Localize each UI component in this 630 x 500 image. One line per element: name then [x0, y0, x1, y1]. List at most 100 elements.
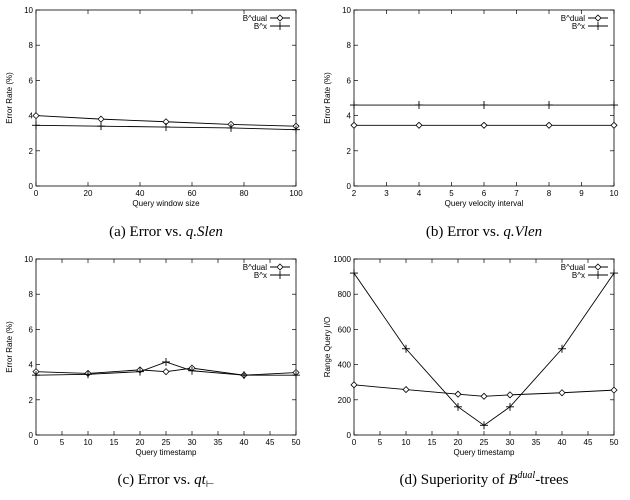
- data-point-bx: [610, 101, 618, 110]
- x-tick-label: 35: [214, 438, 223, 447]
- x-axis-label: Query window size: [132, 199, 200, 208]
- plot-frame: [35, 9, 297, 187]
- panel-a: 0 20 40 60 80 100 0 2 4 6 8 10 Query window size Erro…: [5, 6, 303, 240]
- legend-label: B^x: [254, 271, 267, 280]
- x-tick-label: 3: [384, 189, 389, 198]
- x-tick-label: 0: [352, 438, 357, 447]
- data-point-bx: [32, 121, 40, 130]
- data-point-bx: [610, 269, 618, 278]
- caption-subscript: ⊢: [206, 479, 215, 490]
- x-tick-label: 100: [289, 189, 303, 198]
- x-tick-label: 45: [584, 438, 593, 447]
- x-tick-label: 40: [558, 438, 567, 447]
- y-axis-label: Range Query I/O: [323, 317, 332, 377]
- y-tick-label: 10: [24, 255, 33, 264]
- legend-marker: [594, 22, 602, 30]
- x-tick-label: 10: [84, 438, 93, 447]
- data-point-bx: [84, 370, 92, 379]
- y-tick-label: 200: [338, 396, 352, 405]
- data-point-bx: [188, 366, 196, 375]
- y-tick-label: 0: [29, 431, 34, 440]
- y-tick-label: 0: [347, 182, 352, 191]
- y-tick-label: 4: [347, 112, 352, 121]
- data-point-bx: [350, 269, 358, 278]
- y-tick-label: 0: [29, 182, 34, 191]
- data-point-bx: [350, 101, 358, 110]
- x-tick-label: 25: [480, 438, 489, 447]
- y-tick-label: 6: [29, 325, 34, 334]
- legend-label: B^dual: [561, 263, 585, 272]
- y-tick-label: 10: [24, 6, 33, 15]
- data-point-bdual: [506, 391, 514, 399]
- caption-math: q.Vlen: [503, 224, 542, 240]
- x-tick-label: 50: [610, 438, 619, 447]
- data-point-bdual: [480, 121, 488, 129]
- data-point-bx: [136, 367, 144, 376]
- data-point-bx: [480, 101, 488, 110]
- panel-caption: (a) Error vs. q.Slen: [109, 224, 223, 240]
- data-point-bx: [240, 371, 248, 380]
- y-tick-label: 10: [342, 6, 351, 15]
- caption-plain: (d) Superiority of: [400, 472, 509, 488]
- caption-superscript: dual: [517, 470, 535, 481]
- x-tick-label: 6: [482, 189, 487, 198]
- caption-math: q.Slen: [186, 224, 223, 240]
- y-tick-label: 2: [347, 147, 352, 156]
- legend-marker: [276, 14, 284, 22]
- x-tick-label: 45: [266, 438, 275, 447]
- y-tick-label: 0: [347, 431, 352, 440]
- caption-math: B: [508, 472, 517, 488]
- legend-label: B^x: [572, 22, 585, 31]
- x-tick-label: 30: [188, 438, 197, 447]
- plot-frame: [353, 258, 615, 436]
- legend-label: B^dual: [243, 263, 267, 272]
- y-tick-label: 2: [29, 396, 34, 405]
- x-axis-label: Query timestamp: [136, 448, 197, 457]
- data-point-bdual: [350, 121, 358, 129]
- y-tick-label: 400: [338, 361, 352, 370]
- x-tick-label: 8: [547, 189, 552, 198]
- data-point-bx: [227, 123, 235, 132]
- plot-frame: [35, 258, 297, 436]
- legend-label: B^x: [572, 271, 585, 280]
- data-point-bdual: [162, 368, 170, 376]
- x-tick-label: 5: [449, 189, 454, 198]
- y-tick-label: 8: [29, 41, 34, 50]
- data-point-bx: [480, 421, 488, 430]
- series-line-bx: [353, 272, 615, 426]
- caption-plain: (b) Error vs.: [426, 224, 503, 240]
- panel-c: 0 5 10 15 20 25 30 35 40 45 50 0 2 4 6 8 10 Query timesta…: [5, 255, 301, 490]
- data-point-bdual: [610, 386, 618, 394]
- panel-caption: (c) Error vs. qt⊢: [117, 472, 214, 490]
- data-point-bdual: [545, 121, 553, 129]
- x-tick-label: 7: [514, 189, 519, 198]
- x-tick-label: 10: [402, 438, 411, 447]
- x-tick-label: 25: [162, 438, 171, 447]
- data-point-bdual: [97, 115, 105, 123]
- data-point-bx: [32, 371, 40, 380]
- y-tick-label: 4: [29, 361, 34, 370]
- data-point-bx: [454, 402, 462, 411]
- panel-caption: (d) Superiority of Bdual-trees: [400, 470, 569, 488]
- x-tick-label: 35: [532, 438, 541, 447]
- y-tick-label: 600: [338, 325, 352, 334]
- legend-marker: [594, 263, 602, 271]
- data-point-bx: [292, 125, 300, 134]
- data-point-bdual: [610, 121, 618, 129]
- y-axis-label: Error Rate (%): [323, 72, 332, 124]
- y-tick-label: 1000: [333, 255, 351, 264]
- x-tick-label: 5: [60, 438, 65, 447]
- x-tick-label: 5: [378, 438, 383, 447]
- data-point-bx: [292, 371, 300, 380]
- legend-marker: [594, 14, 602, 22]
- x-tick-label: 50: [292, 438, 301, 447]
- x-tick-label: 15: [110, 438, 119, 447]
- x-tick-label: 4: [417, 189, 422, 198]
- data-point-bx: [415, 101, 423, 110]
- legend-marker: [276, 263, 284, 271]
- y-axis-label: Error Rate (%): [5, 321, 14, 373]
- x-axis-label: Query timestamp: [454, 448, 515, 457]
- y-tick-label: 6: [29, 76, 34, 85]
